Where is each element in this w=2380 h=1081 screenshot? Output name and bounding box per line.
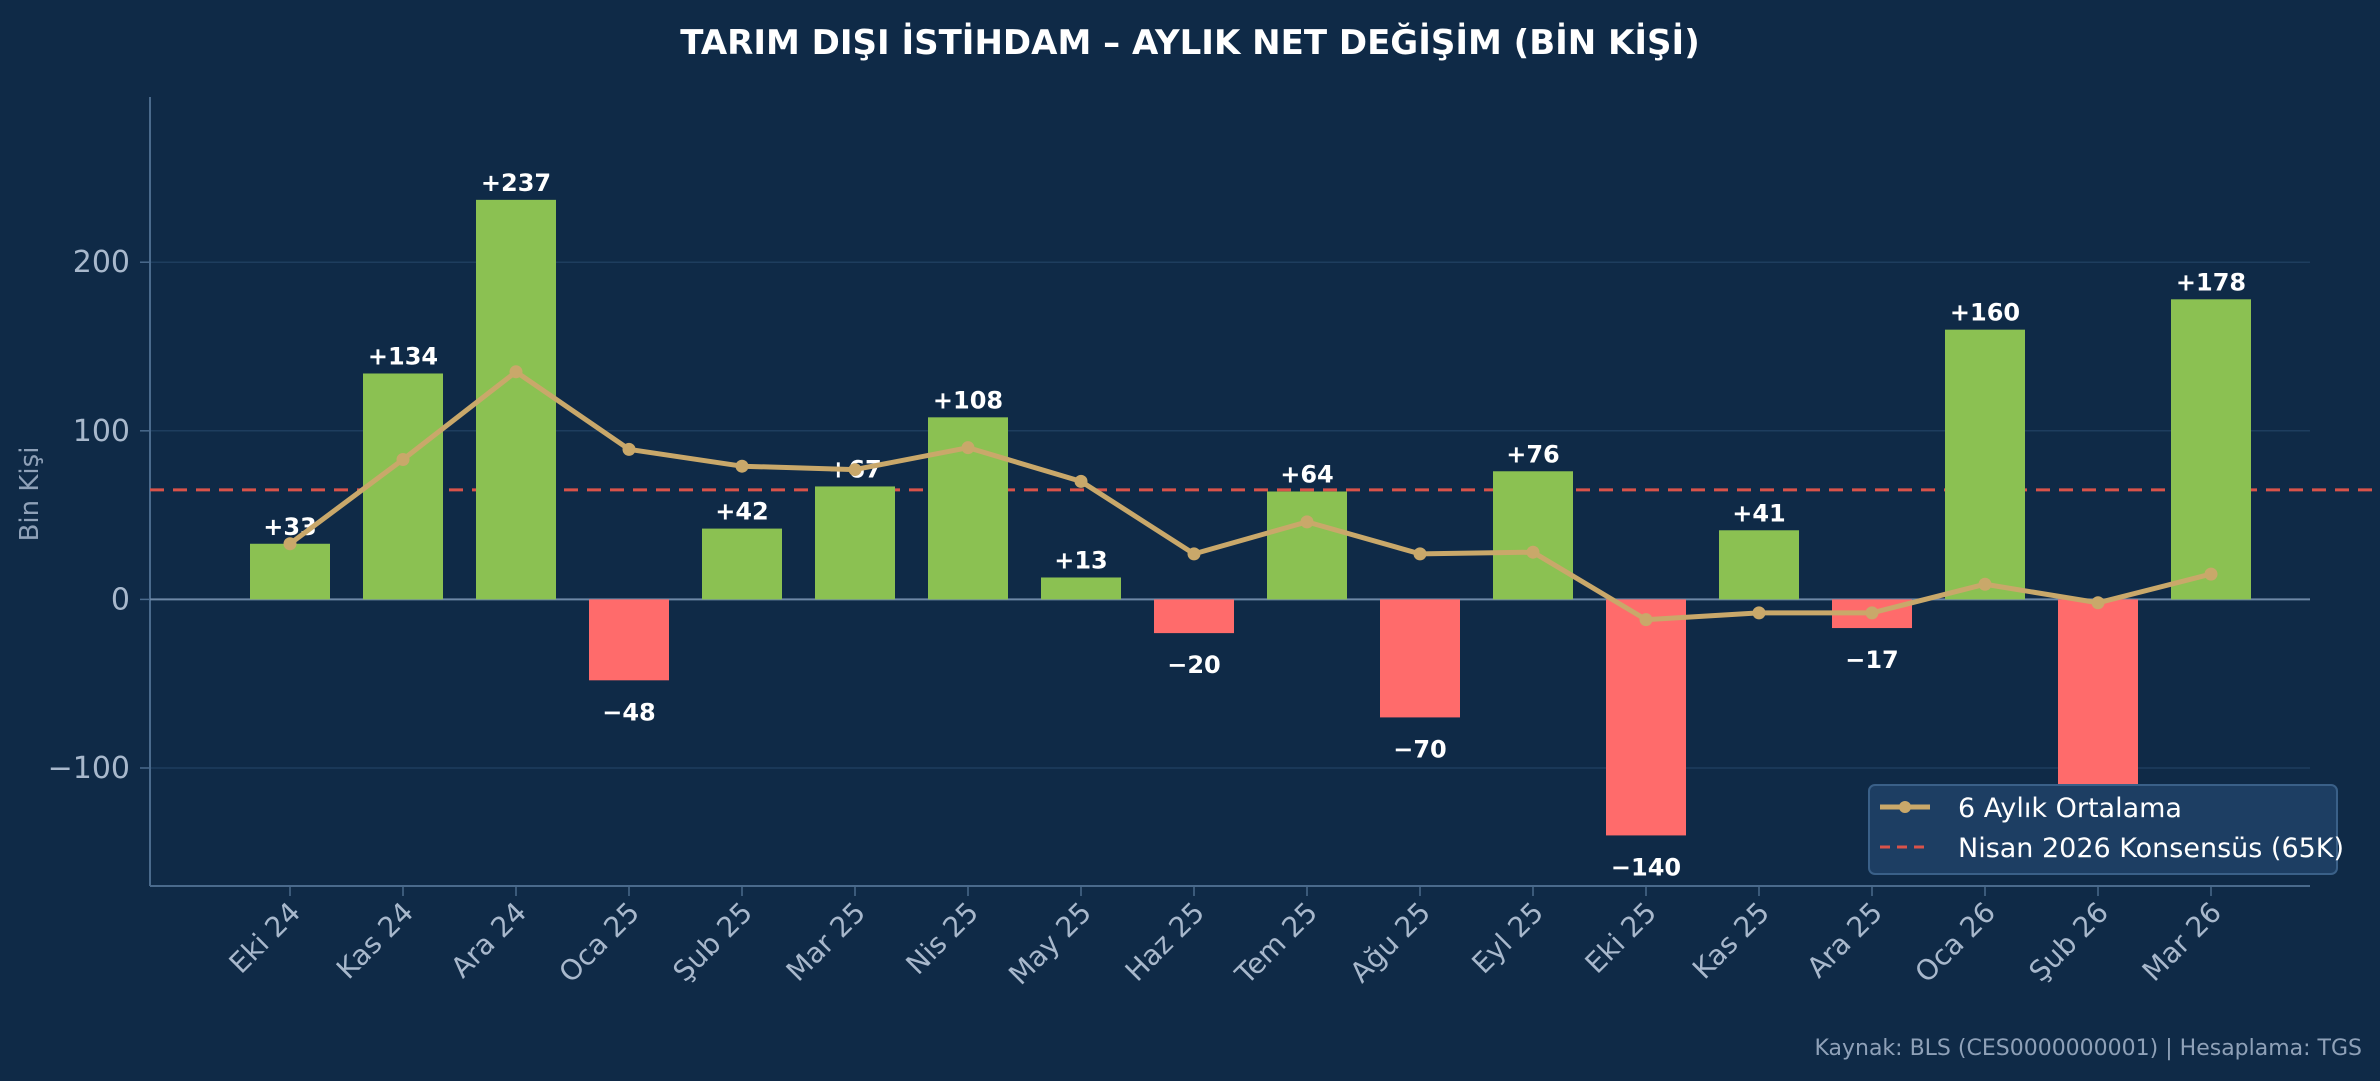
y-tick-label: −100: [48, 751, 130, 786]
moving-average-point: [509, 365, 523, 379]
legend-box: [1868, 784, 2338, 875]
bar-value-label: −140: [1611, 853, 1681, 881]
bar: [1719, 530, 1799, 600]
moving-average-point: [283, 537, 297, 551]
bar-value-label: +64: [1280, 461, 1334, 489]
moving-average-line: [287, 369, 2214, 623]
moving-average-point: [1752, 606, 1766, 620]
bar-value-label: +134: [368, 342, 438, 370]
bar: [589, 599, 669, 681]
bar: [250, 543, 330, 600]
bar-value-label: +42: [715, 498, 769, 526]
y-tick-labels: −100 0 100 200: [48, 245, 130, 786]
moving-average-point: [961, 441, 975, 455]
bar: [476, 199, 556, 600]
moving-average-point: [396, 452, 410, 466]
moving-average-point: [1187, 547, 1201, 561]
bar: [1041, 577, 1121, 600]
bar: [1606, 599, 1686, 836]
moving-average-point: [1074, 474, 1088, 488]
chart-title: TARIM DIŞI İSTİHDAM – AYLIK NET DEĞİŞİM …: [680, 22, 1699, 63]
moving-average-point: [1639, 613, 1653, 627]
bar: [1493, 471, 1573, 600]
bar: [1154, 599, 1234, 634]
source-note: Kaynak: BLS (CES0000000001) | Hesaplama:…: [1814, 1036, 2362, 1061]
moving-average-layer: [283, 365, 2218, 627]
moving-average-point: [622, 442, 636, 456]
bar: [2171, 299, 2251, 600]
y-tick-label: 200: [73, 245, 130, 280]
bar: [1380, 599, 1460, 718]
legend-line-marker: [1899, 801, 1911, 813]
y-tick-label: 0: [111, 582, 130, 617]
moving-average-point: [1300, 515, 1314, 529]
moving-average-point: [1413, 547, 1427, 561]
bar: [1267, 491, 1347, 600]
moving-average-point: [1526, 545, 1540, 559]
moving-average-point: [2204, 567, 2218, 581]
bar: [363, 373, 443, 600]
y-axis-label: Bin Kişi: [15, 447, 45, 542]
moving-average-point: [2091, 596, 2105, 610]
bar-value-label: +76: [1506, 440, 1560, 468]
bar-value-label: +178: [2176, 268, 2246, 296]
moving-average-point: [848, 463, 862, 477]
moving-average-point: [1865, 606, 1879, 620]
bar-value-label: +108: [933, 386, 1003, 414]
moving-average-point: [1978, 577, 1992, 591]
bar-value-label: +33: [263, 513, 317, 541]
bar: [1945, 329, 2025, 600]
bar-value-label: −17: [1845, 646, 1899, 674]
legend-label-consensus: Nisan 2026 Konsensüs (65K): [1958, 833, 2344, 864]
legend: 6 Aylık Ortalama Nisan 2026 Konsensüs (6…: [1868, 784, 2344, 875]
bar-value-label: +41: [1732, 499, 1786, 527]
bar: [702, 528, 782, 600]
legend-label-average: 6 Aylık Ortalama: [1958, 793, 2182, 824]
bar-value-label: +237: [481, 169, 551, 197]
bar-value-label: +13: [1054, 546, 1108, 574]
bar-value-label: −48: [602, 698, 656, 726]
bar: [815, 486, 895, 600]
y-tick-label: 100: [73, 414, 130, 449]
moving-average-point: [735, 459, 749, 473]
bar-value-label: +160: [1950, 299, 2020, 327]
bar-value-label: −70: [1393, 735, 1447, 763]
bar-value-label: −20: [1167, 651, 1221, 679]
